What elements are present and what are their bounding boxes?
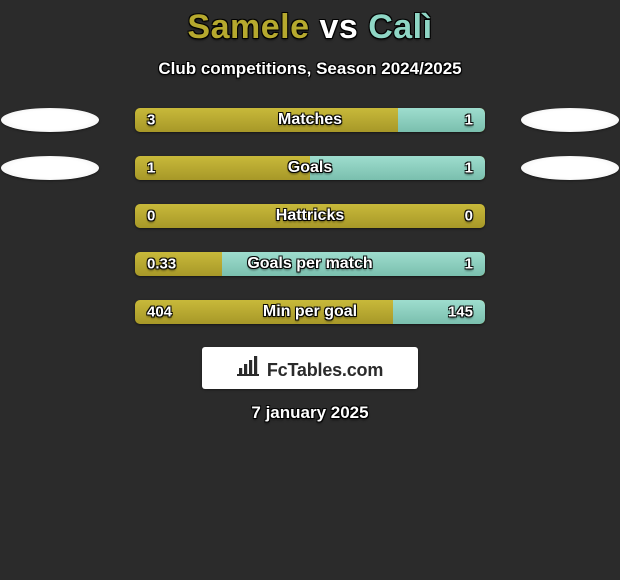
logo-inner: FcTables.com	[237, 356, 383, 381]
stat-label: Matches	[278, 111, 342, 129]
stat-label: Goals	[288, 159, 332, 177]
stat-left-value: 404	[147, 304, 172, 321]
stat-left-value: 0.33	[147, 256, 176, 273]
ellipse-icon	[521, 108, 619, 132]
stat-bar: 0 0 Hattricks	[135, 204, 485, 228]
stat-label: Goals per match	[247, 255, 372, 273]
left-bubble-slot	[0, 203, 100, 229]
comparison-card: Samele vs Calì Club competitions, Season…	[0, 0, 620, 423]
stat-rows: 3 1 Matches 1 1 Goals 0 0 Hattricks 0.33 1 Goals pe…	[0, 107, 620, 325]
stat-label: Hattricks	[276, 207, 344, 225]
right-bubble-slot	[520, 251, 620, 277]
player1-name: Samele	[187, 8, 309, 46]
stat-right-value: 0	[465, 208, 473, 225]
left-bubble-slot	[0, 251, 100, 277]
stat-left-value: 3	[147, 112, 155, 129]
right-bubble-slot	[520, 107, 620, 133]
stat-row: 404 145 Min per goal	[0, 299, 620, 325]
stat-right-value: 1	[465, 112, 473, 129]
stat-bar: 1 1 Goals	[135, 156, 485, 180]
subtitle: Club competitions, Season 2024/2025	[0, 59, 620, 79]
vs-separator: vs	[310, 8, 369, 46]
stat-right-value: 1	[465, 256, 473, 273]
stat-bar: 3 1 Matches	[135, 108, 485, 132]
bar-wrap: 0 0 Hattricks	[100, 204, 520, 228]
player2-name: Calì	[368, 8, 432, 46]
bar-fill-right	[310, 156, 485, 180]
right-bubble-slot	[520, 155, 620, 181]
right-bubble-slot	[520, 203, 620, 229]
date-text: 7 january 2025	[0, 403, 620, 423]
stat-bar: 404 145 Min per goal	[135, 300, 485, 324]
stat-bar: 0.33 1 Goals per match	[135, 252, 485, 276]
bar-fill-left	[135, 108, 398, 132]
stat-label: Min per goal	[263, 303, 357, 321]
stat-row: 0 0 Hattricks	[0, 203, 620, 229]
stat-right-value: 1	[465, 160, 473, 177]
stat-left-value: 1	[147, 160, 155, 177]
stat-row: 3 1 Matches	[0, 107, 620, 133]
stat-row: 0.33 1 Goals per match	[0, 251, 620, 277]
logo-text: FcTables.com	[267, 360, 383, 381]
left-bubble-slot	[0, 155, 100, 181]
ellipse-icon	[1, 108, 99, 132]
stat-row: 1 1 Goals	[0, 155, 620, 181]
bar-wrap: 0.33 1 Goals per match	[100, 252, 520, 276]
stat-right-value: 145	[448, 304, 473, 321]
ellipse-icon	[1, 156, 99, 180]
bar-wrap: 1 1 Goals	[100, 156, 520, 180]
left-bubble-slot	[0, 107, 100, 133]
right-bubble-slot	[520, 299, 620, 325]
left-bubble-slot	[0, 299, 100, 325]
stat-left-value: 0	[147, 208, 155, 225]
barchart-icon	[237, 356, 261, 381]
logo-box[interactable]: FcTables.com	[202, 347, 418, 389]
page-title: Samele vs Calì	[0, 8, 620, 47]
bar-wrap: 3 1 Matches	[100, 108, 520, 132]
ellipse-icon	[521, 156, 619, 180]
bar-wrap: 404 145 Min per goal	[100, 300, 520, 324]
bar-fill-left	[135, 156, 310, 180]
